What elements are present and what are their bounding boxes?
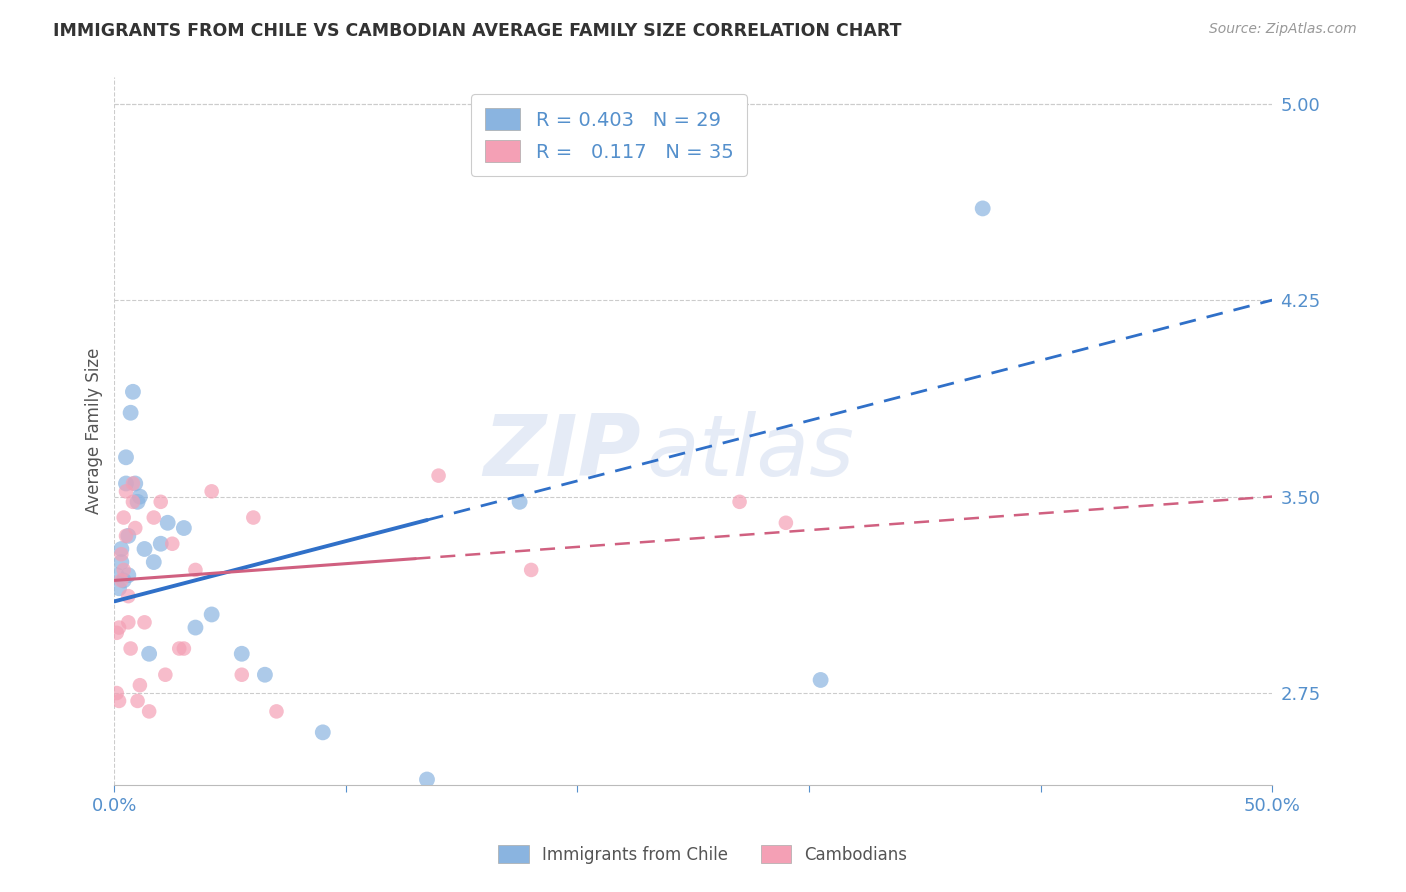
Point bbox=[138, 647, 160, 661]
Point bbox=[108, 694, 131, 708]
Point bbox=[112, 510, 135, 524]
Point bbox=[142, 555, 165, 569]
Point bbox=[134, 615, 156, 630]
Point bbox=[110, 541, 132, 556]
Point bbox=[231, 667, 253, 681]
Point bbox=[108, 582, 131, 596]
Text: Source: ZipAtlas.com: Source: ZipAtlas.com bbox=[1209, 22, 1357, 37]
Text: atlas: atlas bbox=[647, 411, 855, 494]
Point bbox=[127, 694, 149, 708]
Point bbox=[184, 563, 207, 577]
Point bbox=[122, 384, 145, 399]
Point bbox=[775, 516, 797, 530]
Point bbox=[112, 563, 135, 577]
Point bbox=[416, 772, 439, 787]
Text: IMMIGRANTS FROM CHILE VS CAMBODIAN AVERAGE FAMILY SIZE CORRELATION CHART: IMMIGRANTS FROM CHILE VS CAMBODIAN AVERA… bbox=[53, 22, 901, 40]
Point bbox=[112, 574, 135, 588]
Point bbox=[728, 495, 751, 509]
Point bbox=[266, 705, 288, 719]
Point bbox=[972, 202, 994, 216]
Legend: R = 0.403   N = 29, R =   0.117   N = 35: R = 0.403 N = 29, R = 0.117 N = 35 bbox=[471, 95, 747, 176]
Point bbox=[142, 510, 165, 524]
Point bbox=[110, 574, 132, 588]
Point bbox=[127, 495, 149, 509]
Point bbox=[810, 673, 832, 687]
Point bbox=[242, 510, 264, 524]
Point bbox=[105, 568, 128, 582]
Point bbox=[110, 555, 132, 569]
Point bbox=[117, 529, 139, 543]
Point bbox=[509, 495, 531, 509]
Point bbox=[115, 476, 138, 491]
Point bbox=[124, 476, 146, 491]
Point bbox=[115, 529, 138, 543]
Point bbox=[138, 705, 160, 719]
Point bbox=[173, 641, 195, 656]
Point bbox=[124, 521, 146, 535]
Point bbox=[122, 476, 145, 491]
Point bbox=[427, 468, 450, 483]
Point bbox=[162, 537, 184, 551]
Point bbox=[117, 568, 139, 582]
Point bbox=[115, 450, 138, 465]
Point bbox=[105, 625, 128, 640]
Point bbox=[149, 537, 172, 551]
Point bbox=[184, 621, 207, 635]
Point bbox=[108, 621, 131, 635]
Point bbox=[201, 484, 224, 499]
Point bbox=[167, 641, 190, 656]
Legend: Immigrants from Chile, Cambodians: Immigrants from Chile, Cambodians bbox=[492, 838, 914, 871]
Point bbox=[155, 667, 177, 681]
Point bbox=[128, 490, 150, 504]
Point bbox=[115, 484, 138, 499]
Point bbox=[105, 686, 128, 700]
Point bbox=[201, 607, 224, 622]
Point bbox=[120, 406, 142, 420]
Point bbox=[520, 563, 543, 577]
Point bbox=[117, 615, 139, 630]
Point bbox=[149, 495, 172, 509]
Point bbox=[117, 589, 139, 603]
Y-axis label: Average Family Size: Average Family Size bbox=[86, 348, 103, 515]
Point bbox=[231, 647, 253, 661]
Point bbox=[128, 678, 150, 692]
Point bbox=[156, 516, 179, 530]
Point bbox=[253, 667, 276, 681]
Point bbox=[122, 495, 145, 509]
Text: ZIP: ZIP bbox=[484, 411, 641, 494]
Point bbox=[312, 725, 335, 739]
Point bbox=[110, 547, 132, 561]
Point bbox=[134, 541, 156, 556]
Point bbox=[173, 521, 195, 535]
Point bbox=[120, 641, 142, 656]
